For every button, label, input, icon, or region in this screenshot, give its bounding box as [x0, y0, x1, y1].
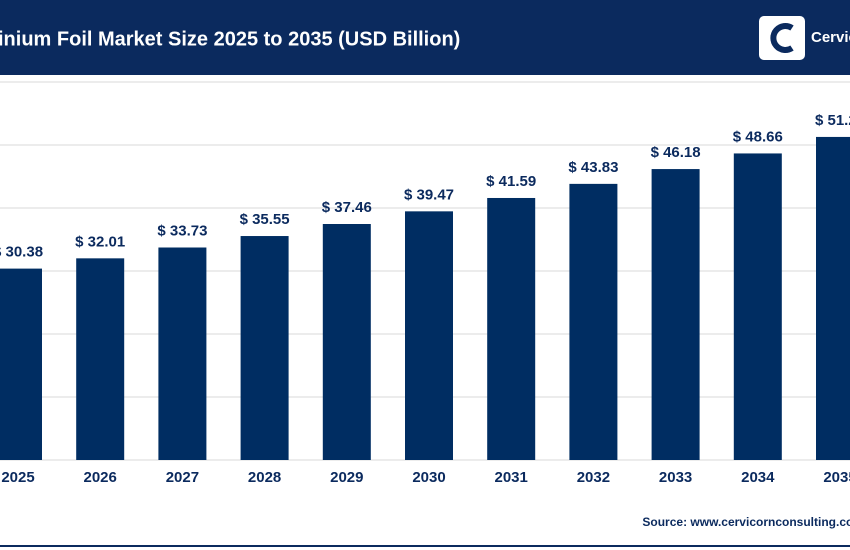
logo-mark: [770, 23, 794, 53]
logo-box: [759, 16, 805, 60]
chart-title: Aluminium Foil Market Size 2025 to 2035 …: [0, 28, 460, 50]
bar: [158, 247, 207, 460]
bar: [76, 258, 125, 460]
value-label: $ 51.28: [815, 112, 850, 129]
bar: [0, 268, 42, 460]
brand: Cervicorn Consulting: [811, 29, 850, 46]
value-label: $ 30.38: [0, 244, 43, 261]
x-tick-label: 2027: [166, 469, 199, 486]
value-label: $ 32.01: [75, 233, 125, 250]
bar: [240, 236, 289, 460]
x-tick-label: 2031: [495, 469, 528, 486]
bar: [487, 197, 536, 460]
header-band: [0, 0, 850, 75]
bar: [651, 169, 700, 461]
x-tick-label: 2034: [741, 469, 775, 486]
value-label: $ 37.46: [322, 199, 372, 216]
x-tick-label: 2029: [330, 469, 363, 486]
x-tick-label: 2028: [248, 469, 281, 486]
value-label: $ 43.83: [568, 159, 618, 176]
bar: [569, 183, 618, 460]
value-label: $ 39.47: [404, 186, 454, 203]
value-label: $ 48.66: [733, 128, 783, 145]
value-label: $ 41.59: [486, 173, 536, 190]
x-tick-label: 2032: [577, 469, 610, 486]
x-tick-label: 2030: [412, 469, 445, 486]
bar: [322, 224, 371, 460]
bar: [405, 211, 453, 460]
x-tick-label: 2035: [823, 469, 850, 486]
x-tick-label: 2026: [84, 469, 117, 486]
x-tick-label: 2033: [659, 469, 692, 486]
bar: [733, 153, 782, 460]
value-label: $ 33.73: [157, 222, 207, 239]
bar: [816, 136, 850, 460]
source: Source: www.cervicornconsulting.com: [642, 515, 850, 529]
value-label: $ 35.55: [240, 211, 290, 228]
value-label: $ 46.18: [651, 144, 701, 161]
x-tick-label: 2025: [1, 469, 34, 486]
